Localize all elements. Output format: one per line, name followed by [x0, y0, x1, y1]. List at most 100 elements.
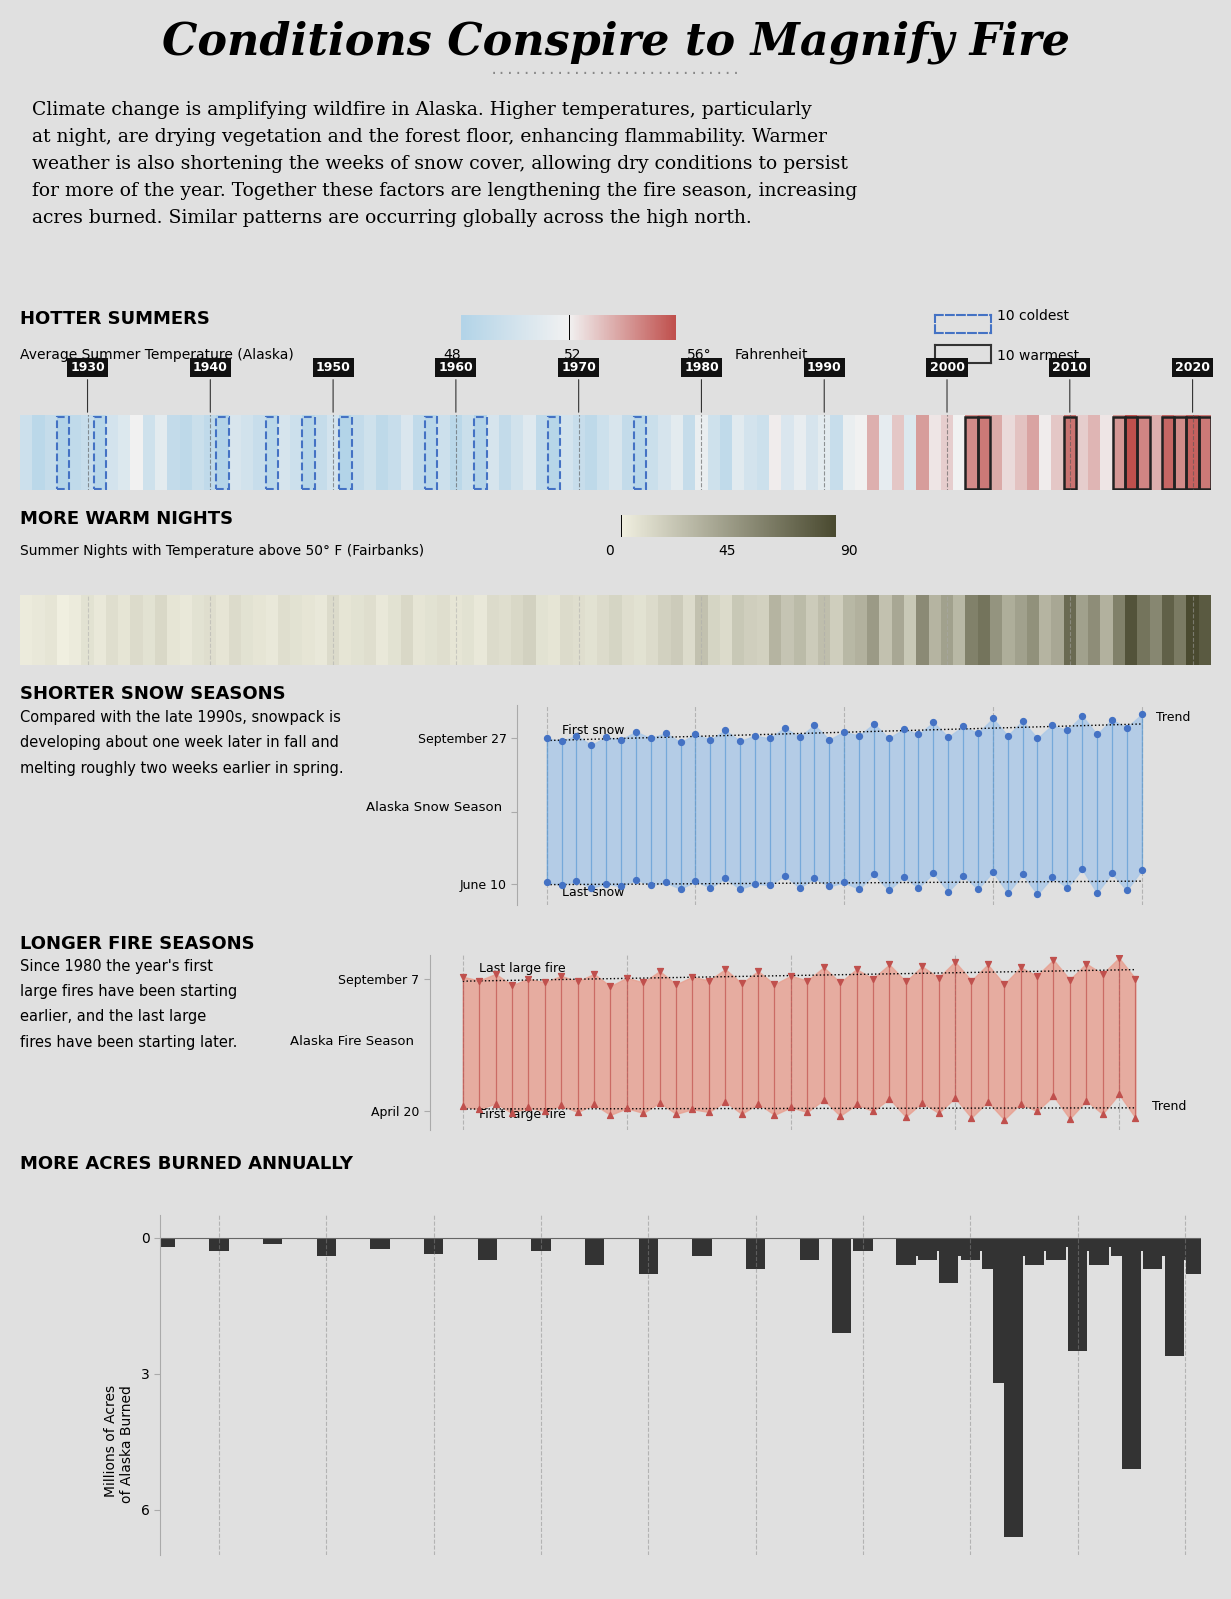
Point: [656, 870, 676, 895]
Point: [730, 728, 750, 753]
Y-axis label: Millions of Acres
of Alaska Burned: Millions of Acres of Alaska Burned: [103, 1385, 134, 1503]
Text: Alaska Fire Season: Alaska Fire Season: [289, 1036, 414, 1049]
Point: [760, 871, 779, 897]
Point: [683, 1097, 703, 1122]
Bar: [1057, 1238, 1076, 1247]
Point: [535, 969, 555, 995]
Text: Trend: Trend: [1152, 1100, 1187, 1113]
Point: [585, 1092, 604, 1118]
Point: [715, 956, 735, 982]
Point: [798, 1099, 817, 1124]
Bar: [634, 416, 646, 489]
Point: [849, 876, 869, 902]
Point: [1087, 879, 1107, 905]
Point: [601, 974, 620, 999]
Bar: [1185, 1238, 1205, 1274]
Bar: [425, 416, 437, 489]
Point: [745, 871, 764, 897]
Bar: [832, 1238, 851, 1334]
Point: [566, 723, 586, 748]
Point: [879, 1086, 899, 1111]
Point: [968, 876, 987, 902]
Bar: [1046, 1238, 1066, 1260]
Point: [627, 720, 646, 745]
Point: [847, 1092, 867, 1118]
Bar: [639, 1238, 657, 1274]
Point: [650, 958, 670, 983]
Bar: [585, 1238, 604, 1265]
Point: [1013, 708, 1033, 734]
Point: [928, 964, 948, 990]
Bar: [971, 1238, 991, 1252]
Point: [1043, 863, 1062, 889]
Point: [945, 948, 965, 974]
Point: [1027, 963, 1046, 988]
Point: [1117, 878, 1136, 903]
Bar: [57, 416, 69, 489]
Point: [789, 875, 809, 900]
Point: [1060, 967, 1080, 993]
Point: [1027, 1099, 1046, 1124]
Bar: [478, 1238, 497, 1260]
Point: [864, 862, 884, 887]
Point: [938, 879, 958, 905]
Bar: [340, 416, 352, 489]
Text: Compared with the late 1990s, snowpack is
developing about one week later in fal: Compared with the late 1990s, snowpack i…: [20, 710, 343, 776]
Point: [1131, 702, 1151, 728]
Point: [1044, 947, 1064, 972]
Point: [601, 1102, 620, 1127]
Bar: [1069, 1238, 1087, 1351]
Bar: [1014, 1238, 1034, 1255]
Point: [805, 712, 825, 737]
Point: [683, 964, 703, 990]
Point: [730, 876, 750, 902]
Point: [912, 953, 932, 979]
Point: [923, 710, 943, 736]
Text: 10 coldest: 10 coldest: [997, 309, 1069, 323]
Text: 2000: 2000: [929, 361, 965, 413]
Point: [641, 871, 661, 897]
Text: First large fire: First large fire: [479, 1108, 566, 1121]
Point: [518, 966, 538, 991]
Point: [732, 971, 752, 996]
Bar: [316, 1238, 336, 1255]
Bar: [423, 1238, 443, 1254]
Point: [518, 1094, 538, 1119]
Text: 1970: 1970: [561, 361, 596, 413]
Point: [780, 963, 800, 988]
Text: Since 1980 the year's first
large fires have been starting
earlier, and the last: Since 1980 the year's first large fires …: [20, 959, 238, 1049]
Text: MORE ACRES BURNED ANNUALLY: MORE ACRES BURNED ANNUALLY: [20, 1154, 353, 1174]
Bar: [800, 1238, 819, 1260]
Point: [1125, 1105, 1145, 1130]
Point: [1057, 875, 1077, 900]
Point: [551, 963, 571, 988]
Point: [805, 865, 825, 891]
Point: [715, 1089, 735, 1115]
Point: [798, 967, 817, 993]
Point: [879, 951, 899, 977]
Bar: [1144, 1238, 1162, 1270]
Point: [666, 1102, 686, 1127]
Point: [945, 1086, 965, 1111]
Point: [700, 875, 720, 900]
Bar: [1101, 1238, 1119, 1247]
Point: [453, 1094, 473, 1119]
Point: [617, 1095, 636, 1121]
Text: MORE WARM NIGHTS: MORE WARM NIGHTS: [20, 510, 233, 528]
Text: Average Summer Temperature (Alaska): Average Summer Temperature (Alaska): [20, 349, 294, 363]
Text: SHORTER SNOW SEASONS: SHORTER SNOW SEASONS: [20, 684, 286, 704]
Text: 0: 0: [606, 544, 614, 558]
Bar: [1176, 1238, 1194, 1260]
Bar: [1187, 416, 1199, 489]
Point: [699, 1099, 719, 1124]
Bar: [263, 1238, 282, 1244]
Point: [469, 1097, 489, 1122]
Point: [961, 1105, 981, 1130]
Point: [612, 728, 632, 753]
Point: [894, 863, 913, 889]
Text: 1960: 1960: [438, 361, 473, 413]
Text: Last snow: Last snow: [561, 886, 624, 899]
Bar: [1162, 416, 1174, 489]
Point: [551, 871, 571, 897]
Point: [596, 724, 616, 750]
